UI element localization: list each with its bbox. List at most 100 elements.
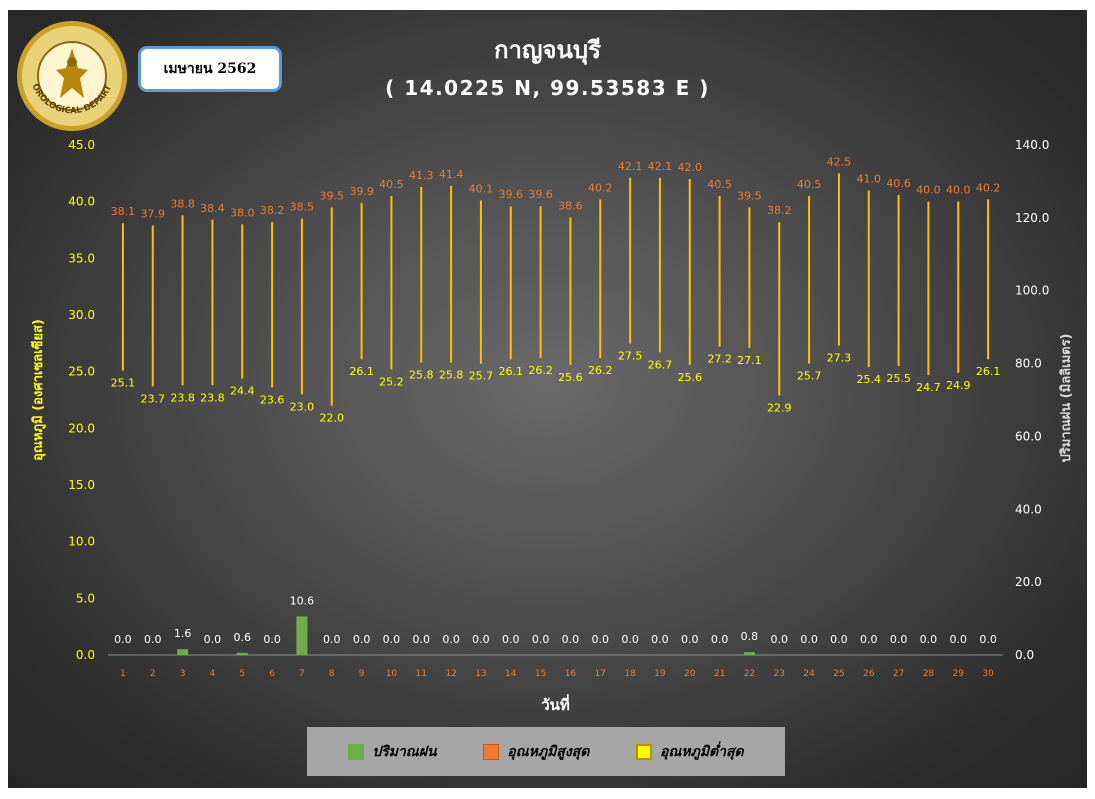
legend-item-rain: ปริมาณฝน (348, 741, 437, 763)
max-temp-data-label: 40.1 (469, 183, 494, 196)
month-label: เมษายน 2562 (163, 61, 257, 77)
rain-data-label: 0.0 (771, 633, 789, 646)
day-tick-label: 7 (299, 669, 305, 679)
min-temp-data-label: 22.9 (767, 401, 792, 414)
min-temp-data-label: 26.7 (648, 358, 673, 371)
min-temp-data-label: 25.1 (111, 377, 136, 390)
max-temp-data-label: 38.5 (290, 201, 315, 214)
meteorological-department-logo: METEOROLOGICAL DEPARTMENT (10, 11, 130, 138)
max-temp-data-label: 42.1 (648, 160, 673, 173)
legend-item-min: อุณหภูมิต่ำสุด (635, 741, 744, 763)
max-temp-data-label: 40.0 (916, 184, 941, 197)
left-axis-tick-label: 0.0 (76, 648, 95, 662)
day-tick-label: 22 (744, 669, 755, 679)
day-tick-label: 17 (595, 669, 606, 679)
day-tick-label: 23 (774, 669, 785, 679)
day-tick-label: 18 (624, 669, 636, 679)
x-axis-title: วันที่ (541, 694, 570, 714)
max-temp-data-label: 38.2 (767, 204, 792, 217)
max-temp-data-label: 39.6 (528, 188, 553, 201)
day-tick-label: 1 (120, 669, 126, 679)
rain-data-label: 0.0 (950, 633, 968, 646)
rain-data-label: 0.0 (532, 633, 550, 646)
day-tick-label: 4 (210, 669, 216, 679)
day-tick-label: 25 (833, 669, 844, 679)
right-axis-tick-label: 80.0 (1015, 357, 1042, 371)
min-temp-data-label: 27.3 (827, 352, 852, 365)
day-tick-label: 16 (565, 669, 577, 679)
min-temp-data-label: 25.2 (379, 375, 404, 388)
rain-data-label: 0.0 (114, 633, 132, 646)
rain-data-label: 1.6 (174, 627, 192, 640)
min-temp-data-label: 26.2 (588, 364, 613, 377)
min-temp-data-label: 23.8 (200, 391, 225, 404)
rain-data-label: 0.0 (592, 633, 610, 646)
chart-subtitle: ( 14.0225 N, 99.53583 E ) (385, 76, 710, 100)
max-temp-data-label: 39.5 (320, 189, 345, 202)
rain-data-label: 0.0 (830, 633, 848, 646)
min-temp-swatch (635, 743, 652, 760)
max-temp-data-label: 40.2 (588, 181, 613, 194)
rain-data-label: 10.6 (290, 594, 315, 607)
min-temp-data-label: 23.8 (170, 391, 195, 404)
left-axis-tick-label: 10.0 (68, 535, 95, 549)
rain-data-label: 0.0 (204, 633, 222, 646)
min-temp-data-label: 25.8 (409, 369, 434, 382)
min-temp-data-label: 25.7 (469, 370, 494, 383)
max-temp-data-label: 39.9 (349, 185, 374, 198)
left-axis-tick-label: 45.0 (68, 138, 95, 152)
rain-bar (177, 649, 189, 655)
left-axis-tick-label: 25.0 (68, 365, 95, 379)
rain-data-label: 0.0 (920, 633, 938, 646)
max-temp-data-label: 40.5 (379, 178, 404, 191)
min-temp-data-label: 25.8 (439, 369, 464, 382)
max-temp-data-label: 39.6 (499, 188, 524, 201)
max-temp-data-label: 40.0 (946, 184, 971, 197)
chart-title: กาญจนบุรี (493, 36, 602, 64)
rain-data-label: 0.0 (860, 633, 878, 646)
max-temp-data-label: 39.5 (737, 189, 762, 202)
min-temp-data-label: 24.4 (230, 384, 255, 397)
min-temp-data-label: 23.6 (260, 394, 285, 407)
right-axis-tick-label: 40.0 (1015, 502, 1042, 516)
min-temp-data-label: 24.7 (916, 381, 941, 394)
day-tick-label: 26 (863, 669, 875, 679)
max-temp-data-label: 37.9 (141, 207, 166, 220)
left-axis-tick-label: 40.0 (68, 195, 95, 209)
rain-data-label: 0.0 (263, 633, 281, 646)
day-tick-label: 6 (269, 669, 275, 679)
day-tick-label: 15 (535, 669, 546, 679)
day-tick-label: 27 (893, 669, 904, 679)
min-temp-data-label: 25.6 (678, 371, 703, 384)
day-tick-label: 14 (505, 669, 517, 679)
month-label-box: เมษายน 2562 (138, 46, 282, 92)
right-axis-tick-label: 100.0 (1015, 284, 1049, 298)
max-temp-data-label: 38.2 (260, 204, 285, 217)
right-axis-title: ปริมาณฝน (มิลลิเมตร) (1059, 333, 1074, 462)
rain-data-label: 0.0 (323, 633, 341, 646)
min-temp-data-label: 26.1 (976, 365, 1001, 378)
max-temp-data-label: 38.4 (200, 202, 225, 215)
left-axis-tick-label: 20.0 (68, 421, 95, 435)
max-temp-data-label: 40.5 (707, 178, 732, 191)
rain-data-label: 0.0 (353, 633, 371, 646)
min-temp-data-label: 23.7 (141, 392, 166, 405)
rain-data-label: 0.0 (502, 633, 520, 646)
max-temp-data-label: 42.5 (827, 155, 852, 168)
chart-background (8, 10, 1087, 788)
max-temp-data-label: 42.1 (618, 160, 643, 173)
min-temp-data-label: 25.5 (886, 372, 911, 385)
min-temp-data-label: 26.1 (349, 365, 374, 378)
day-tick-label: 13 (475, 669, 486, 679)
right-axis-tick-label: 20.0 (1015, 575, 1042, 589)
day-tick-label: 12 (445, 669, 456, 679)
right-axis-tick-label: 60.0 (1015, 429, 1042, 443)
day-tick-label: 5 (239, 669, 245, 679)
min-temp-data-label: 23.0 (290, 400, 315, 413)
day-tick-label: 11 (416, 669, 427, 679)
legend: ปริมาณฝน อุณหภูมิสูงสุด อุณหภูมิต่ำสุด (307, 727, 785, 776)
min-temp-data-label: 27.5 (618, 349, 643, 362)
day-tick-label: 28 (923, 669, 935, 679)
rain-data-label: 0.0 (979, 633, 997, 646)
min-temp-data-label: 26.1 (499, 365, 524, 378)
